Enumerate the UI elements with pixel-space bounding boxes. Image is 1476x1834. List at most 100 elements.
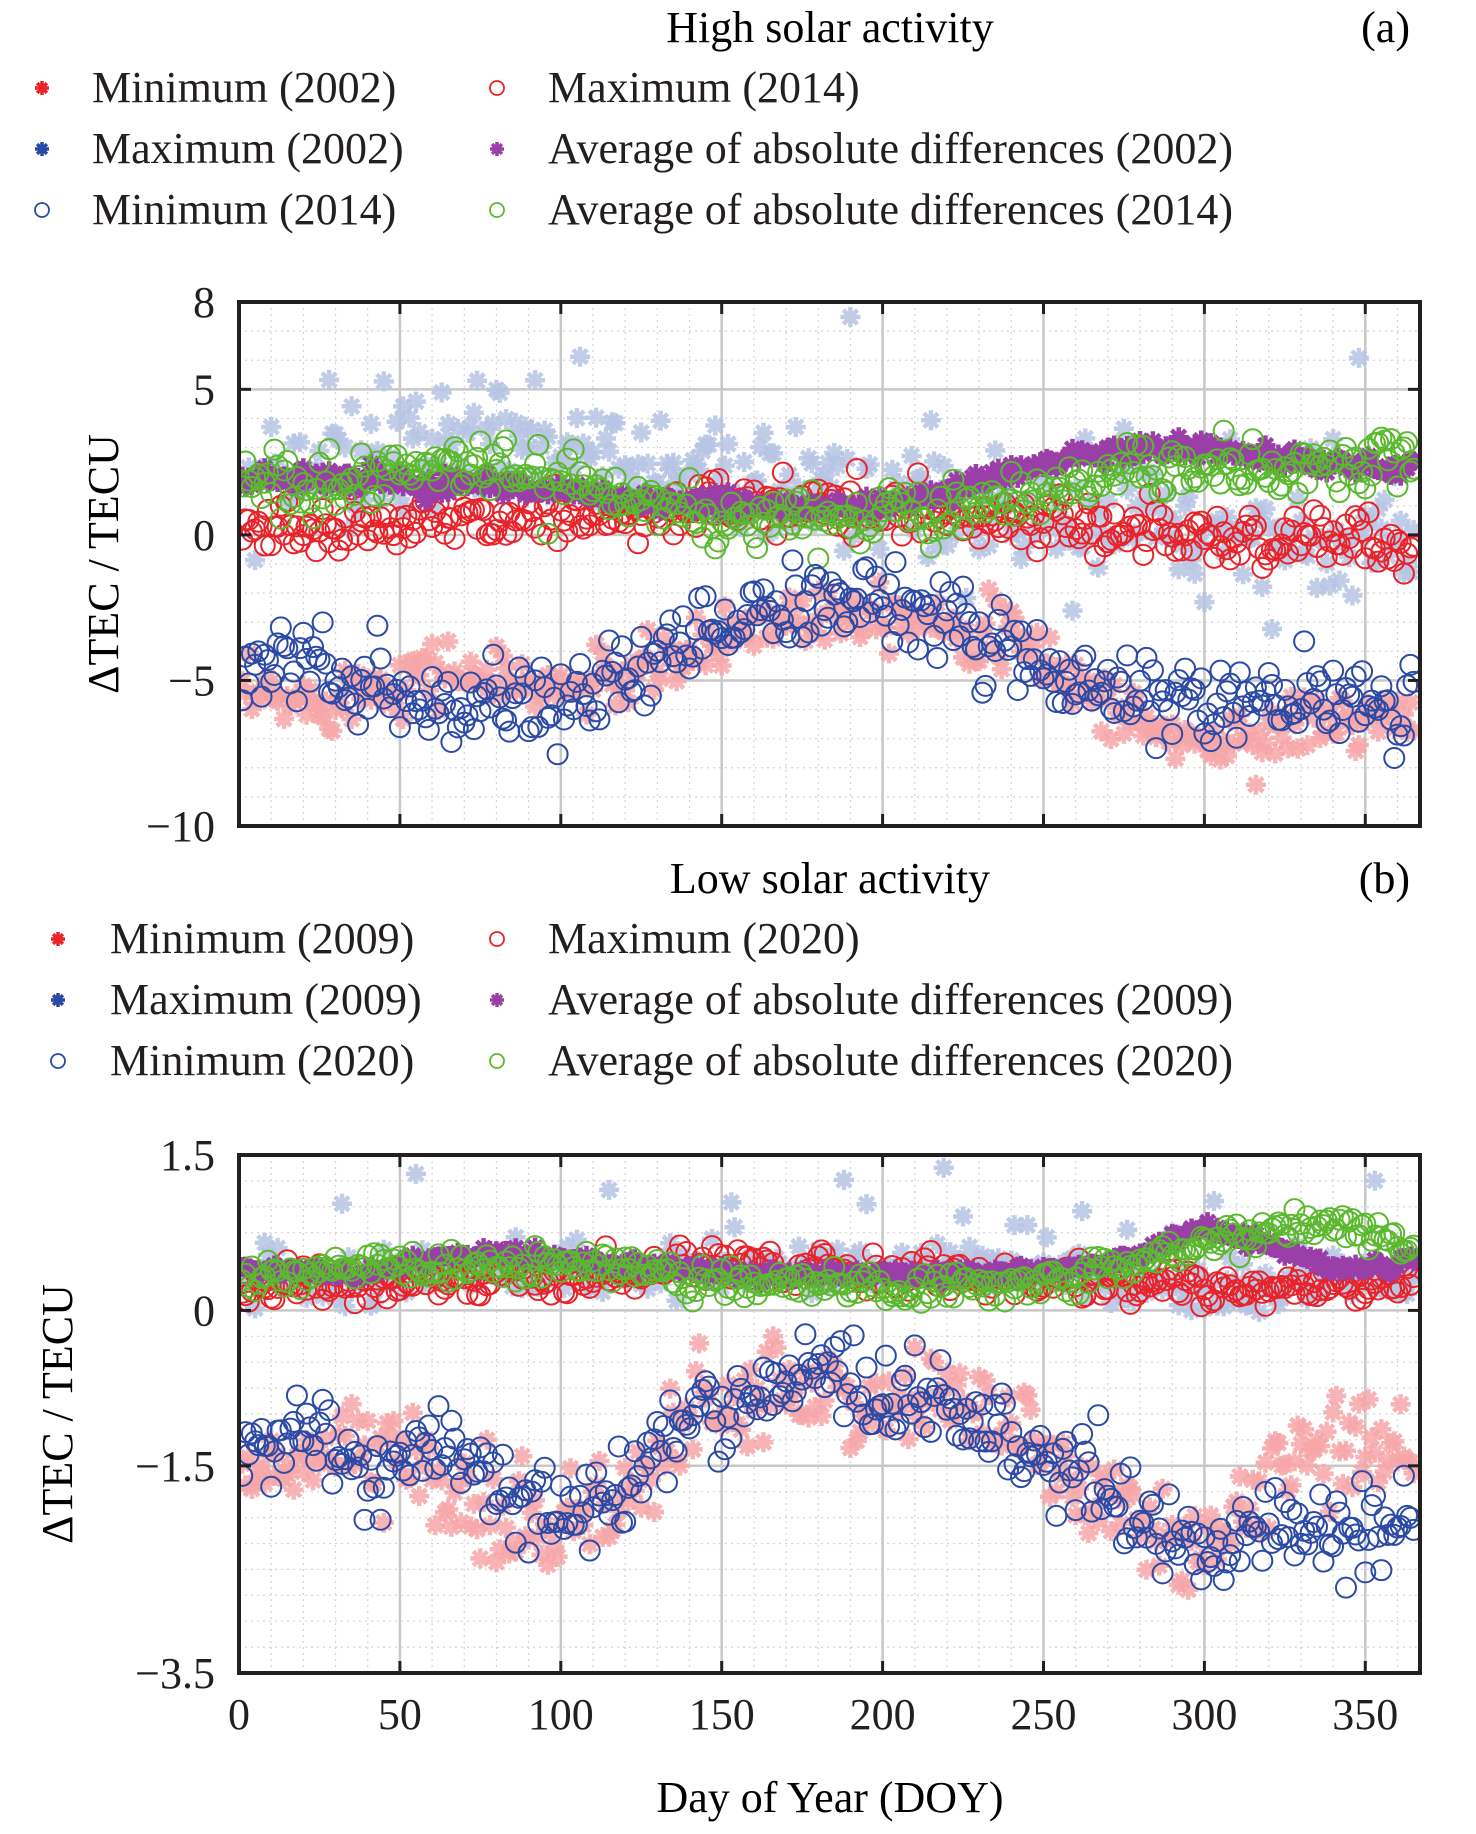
data-point-maximum-2009-: [988, 1248, 1009, 1269]
data-point-minimum-2020-: [427, 1395, 450, 1418]
data-point-average-of-absolute-differences-2014-: [469, 430, 492, 453]
data-point-minimum-2009-: [537, 1554, 558, 1575]
data-point-minimum-2009-: [438, 1499, 459, 1520]
data-point-minimum-2009-: [544, 1536, 565, 1557]
data-point-maximum-2002-: [438, 414, 459, 435]
data-point-minimum-2020-: [1106, 1495, 1129, 1518]
data-point-minimum-2014-: [343, 692, 366, 715]
data-point-minimum-2009-: [528, 1526, 549, 1547]
data-point-maximum-2002-: [1149, 499, 1170, 520]
data-point-maximum-2002-: [1136, 483, 1157, 504]
data-point-minimum-2002-: [1023, 636, 1044, 657]
data-point-minimum-2002-: [1117, 696, 1138, 716]
data-point-minimum-2014-: [919, 593, 942, 616]
data-point-minimum-2020-: [694, 1370, 717, 1393]
data-point-maximum-2014-: [1338, 527, 1361, 550]
data-point-minimum-2020-: [1042, 1442, 1065, 1465]
data-point-minimum-2014-: [906, 638, 929, 661]
legend-label: Average of absolute differences (2020): [548, 1036, 1233, 1085]
data-point-minimum-2002-: [1091, 721, 1112, 742]
data-point-maximum-2002-: [698, 434, 719, 455]
data-point-minimum-2002-: [686, 607, 706, 628]
data-point-average-of-absolute-differences-2014-: [861, 521, 884, 544]
data-point-minimum-2014-: [672, 605, 695, 628]
data-point-average-of-absolute-differences-2020-: [942, 1286, 965, 1309]
data-point-average-of-absolute-differences-2014-: [536, 522, 559, 545]
data-point-minimum-2020-: [614, 1510, 637, 1533]
data-point-minimum-2020-: [871, 1393, 894, 1416]
data-point-maximum-2002-: [599, 441, 620, 462]
data-point-average-of-absolute-differences-2020-: [1370, 1225, 1393, 1248]
data-point-minimum-2002-: [1168, 728, 1189, 748]
data-point-maximum-2009-: [1171, 1259, 1192, 1280]
data-point-minimum-2009-: [750, 1391, 771, 1412]
legend-item: Minimum (2014): [34, 185, 396, 234]
data-point-maximum-2002-: [1287, 488, 1308, 509]
data-point-minimum-2009-: [254, 1473, 275, 1494]
data-point-minimum-2009-: [1110, 1513, 1131, 1534]
data-point-maximum-2014-: [1183, 511, 1206, 534]
data-point-minimum-2009-: [505, 1541, 526, 1562]
data-point-minimum-2014-: [694, 585, 717, 608]
data-point-maximum-2002-: [1255, 498, 1276, 519]
data-point-minimum-2014-: [276, 637, 299, 660]
legend-label: Minimum (2020): [110, 1036, 414, 1085]
data-point-minimum-2020-: [347, 1456, 370, 1479]
data-point-average-of-absolute-differences-2014-: [588, 477, 611, 500]
data-point-average-of-absolute-differences-2009-: [473, 1238, 494, 1259]
data-point-minimum-2009-: [1017, 1385, 1038, 1406]
data-point-maximum-2009-: [554, 1278, 574, 1299]
data-point-minimum-2009-: [1268, 1433, 1289, 1453]
data-point-minimum-2014-: [1383, 747, 1406, 770]
data-point-minimum-2020-: [553, 1517, 576, 1540]
data-point-average-of-absolute-differences-2020-: [1396, 1239, 1419, 1262]
data-point-minimum-2014-: [791, 626, 814, 649]
data-point-minimum-2002-: [628, 662, 648, 683]
data-point-minimum-2009-: [1361, 1427, 1382, 1448]
data-point-average-of-absolute-differences-2020-: [675, 1282, 698, 1305]
data-point-minimum-2020-: [1318, 1533, 1341, 1556]
data-point-average-of-absolute-differences-2020-: [1331, 1205, 1354, 1228]
data-point-minimum-2020-: [993, 1392, 1016, 1415]
data-point-minimum-2014-: [504, 682, 527, 705]
data-point-minimum-2009-: [628, 1441, 648, 1462]
data-point-minimum-2009-: [1136, 1559, 1157, 1580]
data-point-average-of-absolute-differences-2020-: [1174, 1238, 1197, 1261]
data-point-average-of-absolute-differences-2014-: [302, 507, 325, 530]
data-point-average-of-absolute-differences-2002-: [1181, 443, 1202, 464]
data-point-minimum-2009-: [296, 1430, 317, 1450]
data-point-average-of-absolute-differences-2002-: [239, 477, 256, 498]
data-point-minimum-2009-: [373, 1512, 394, 1533]
data-point-minimum-2009-: [251, 1462, 272, 1483]
data-point-average-of-absolute-differences-2002-: [1155, 436, 1176, 457]
data-point-minimum-2014-: [334, 689, 357, 712]
data-point-minimum-2002-: [586, 634, 607, 655]
data-point-minimum-2020-: [372, 1476, 395, 1499]
data-point-average-of-absolute-differences-2020-: [414, 1261, 437, 1284]
data-point-minimum-2020-: [649, 1440, 672, 1463]
data-point-minimum-2020-: [565, 1513, 588, 1536]
data-point-minimum-2002-: [988, 646, 1009, 666]
data-point-maximum-2002-: [512, 439, 533, 460]
data-point-minimum-2014-: [997, 638, 1020, 661]
data-point-minimum-2009-: [599, 1526, 620, 1547]
data-point-average-of-absolute-differences-2020-: [388, 1245, 411, 1268]
data-point-minimum-2014-: [1199, 730, 1222, 753]
data-point-minimum-2014-: [797, 621, 820, 644]
data-point-minimum-2014-: [256, 649, 279, 672]
data-point-maximum-2002-: [1393, 564, 1414, 585]
data-point-minimum-2020-: [292, 1430, 315, 1453]
data-point-minimum-2009-: [618, 1491, 639, 1512]
data-point-minimum-2002-: [1165, 748, 1186, 769]
legend-item: Maximum (2020): [489, 914, 860, 963]
data-point-maximum-2020-: [919, 1240, 942, 1263]
data-point-minimum-2020-: [363, 1476, 386, 1499]
legend-circle-icon: [489, 202, 505, 218]
legend-item: Minimum (2020): [50, 1036, 414, 1085]
data-point-maximum-2002-: [386, 411, 407, 432]
data-point-maximum-2009-: [856, 1194, 877, 1215]
data-point-minimum-2014-: [807, 566, 830, 589]
data-point-minimum-2014-: [517, 720, 540, 743]
data-point-minimum-2014-: [1026, 618, 1049, 641]
data-point-minimum-2009-: [1310, 1436, 1331, 1456]
